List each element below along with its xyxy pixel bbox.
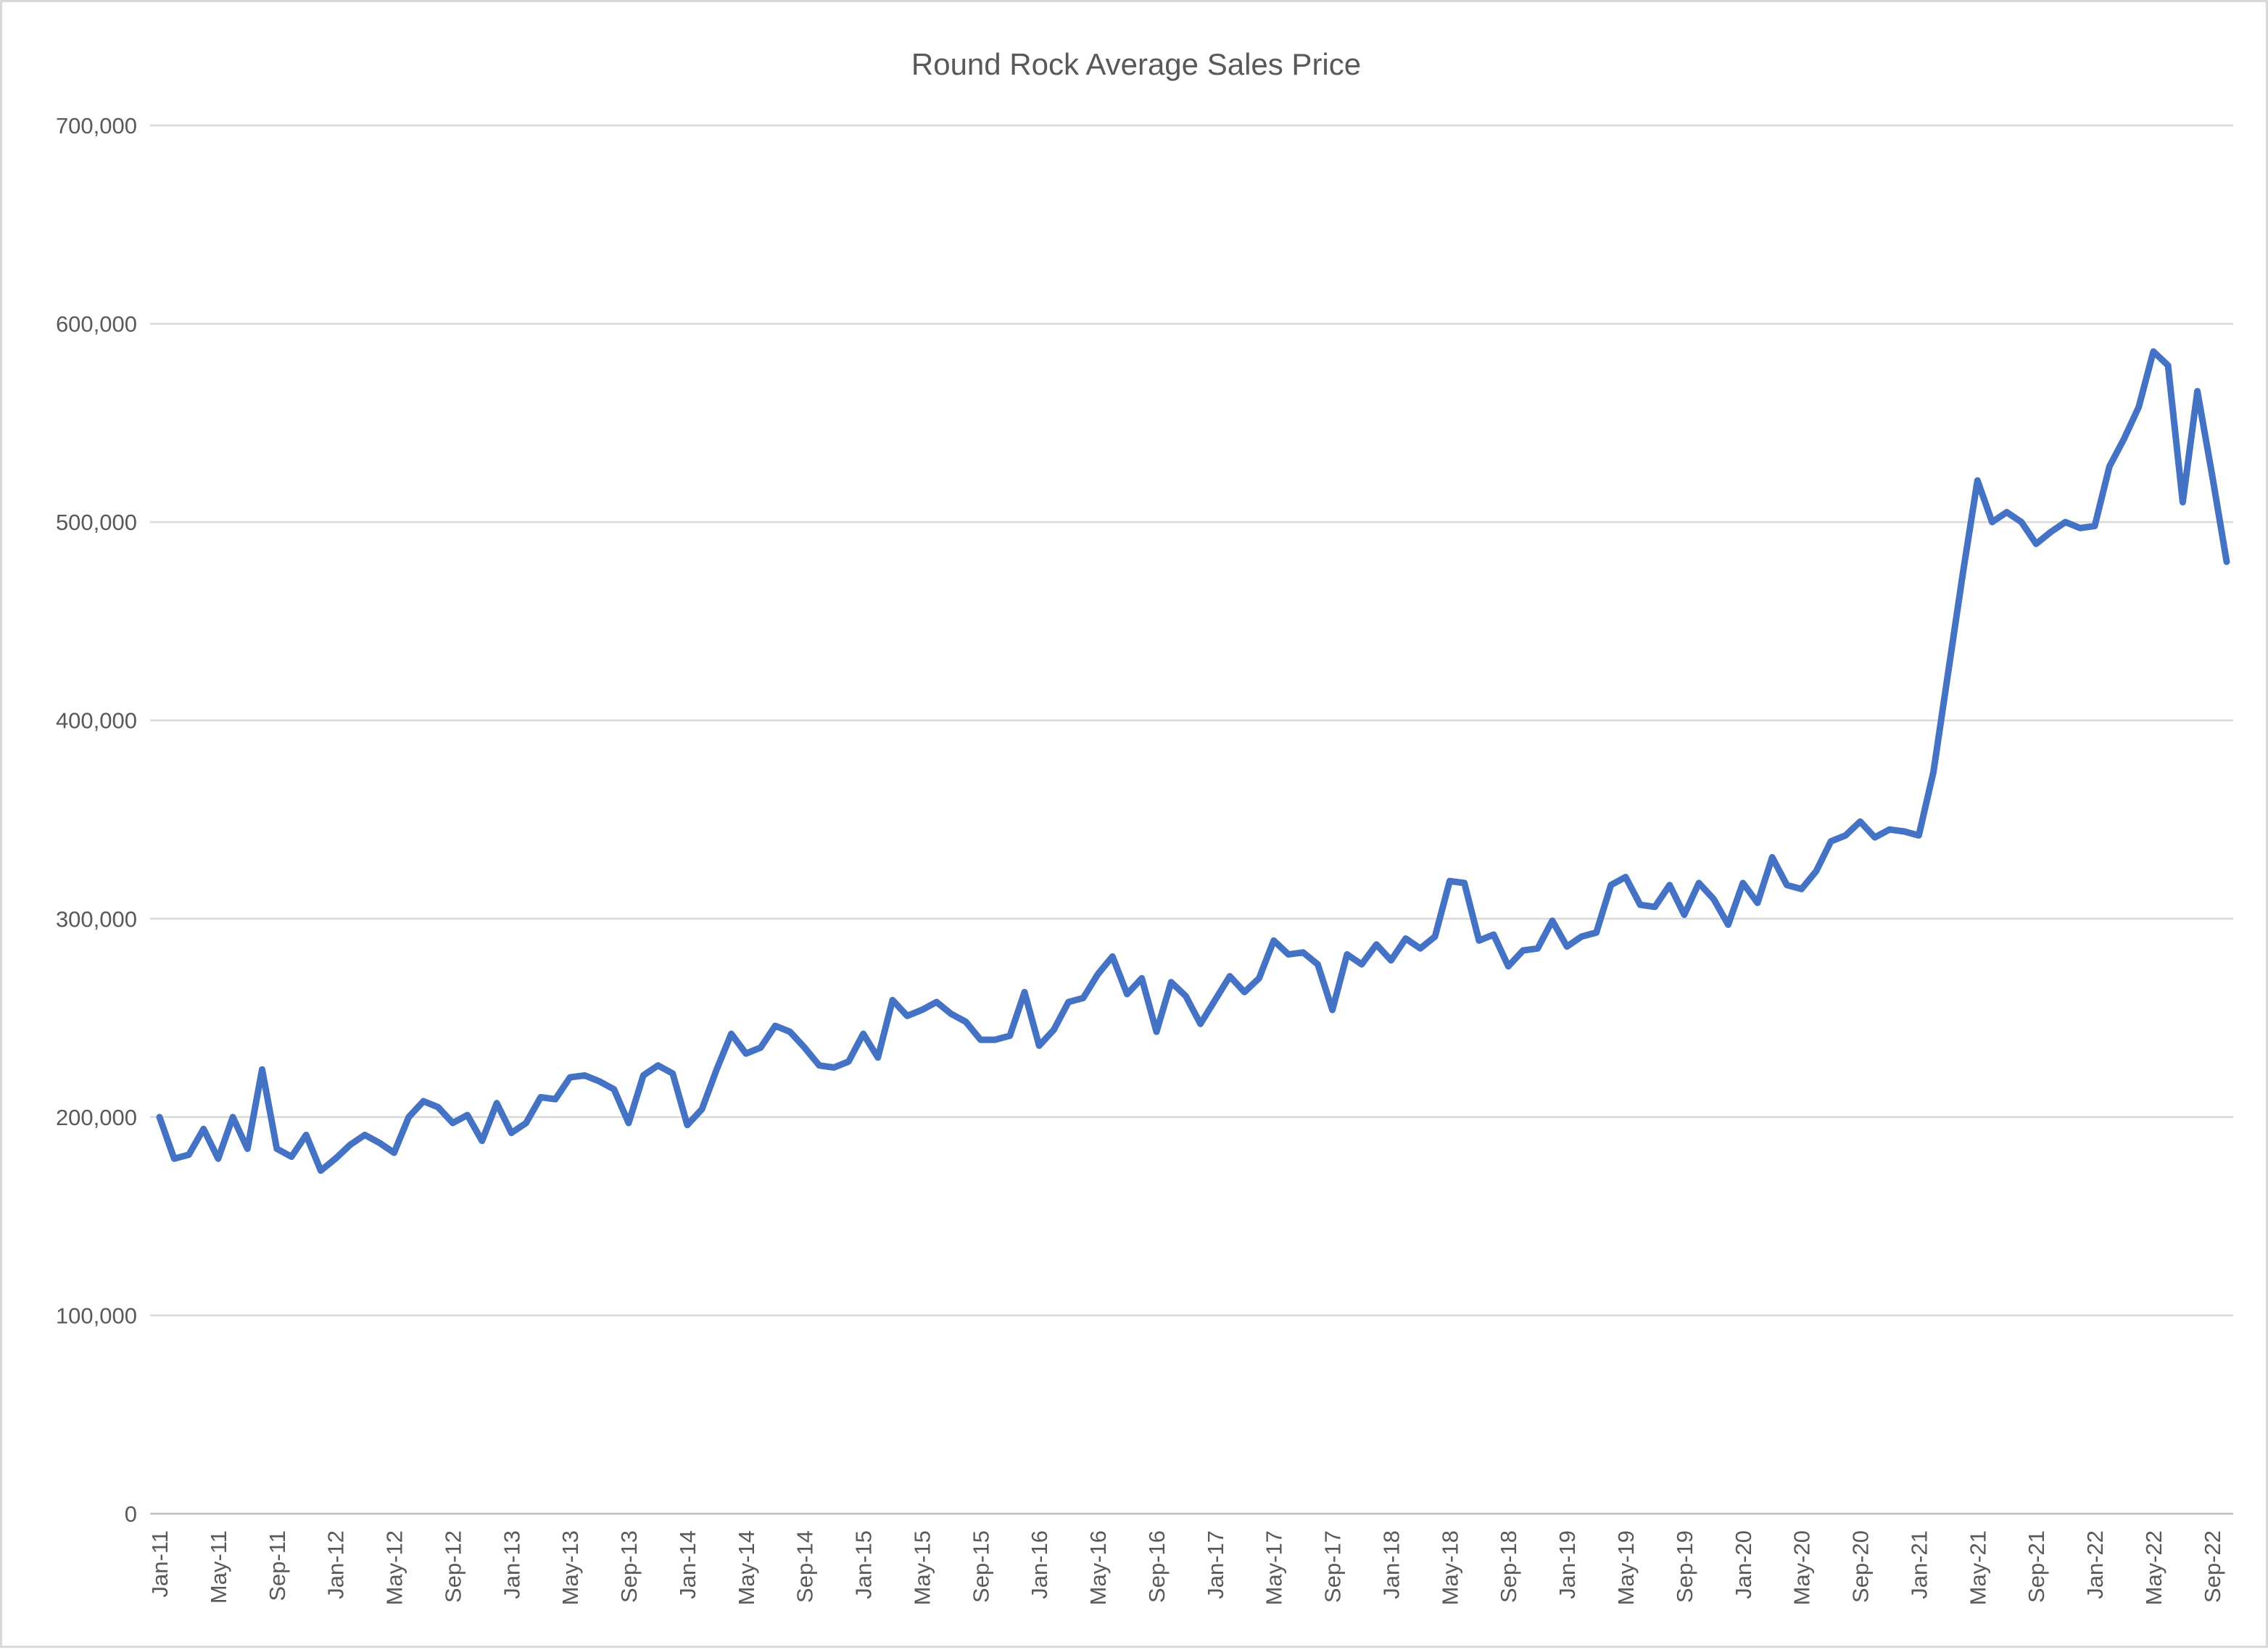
x-axis-label: Sep-12 [440,1530,465,1603]
x-axis-label: Sep-18 [1496,1530,1521,1603]
y-axis-label: 500,000 [56,510,137,535]
x-axis-label: May-15 [909,1530,935,1605]
x-axis-label: May-11 [206,1530,231,1604]
x-axis-label: Sep-20 [1848,1530,1874,1603]
x-axis-label: Jan-11 [147,1530,173,1598]
x-axis-label: Jan-17 [1203,1530,1228,1599]
x-axis-label: Jan-14 [675,1530,700,1599]
y-axis-label: 700,000 [56,113,137,138]
x-axis-label: Jan-21 [1906,1530,1932,1599]
y-axis-label: 400,000 [56,708,137,734]
x-axis-label: May-18 [1437,1530,1462,1605]
x-axis-label: Sep-22 [2200,1530,2225,1603]
x-axis-label: Sep-15 [968,1530,993,1603]
x-axis-label: Jan-19 [1555,1530,1580,1599]
x-axis-label: May-16 [1085,1530,1111,1605]
y-axis-label: 300,000 [56,906,137,932]
y-axis-label: 600,000 [56,312,137,337]
x-axis-label: Jan-15 [851,1530,877,1599]
x-axis-label: Jan-18 [1378,1530,1404,1599]
y-axis-label: 0 [125,1501,137,1527]
x-axis-label: May-14 [734,1530,759,1605]
y-axis-label: 200,000 [56,1105,137,1130]
y-axis-label: 100,000 [56,1303,137,1328]
x-axis-label: Jan-22 [2082,1530,2108,1599]
x-axis-label: May-17 [1262,1530,1287,1605]
x-axis-label: Jan-13 [499,1530,524,1599]
x-axis-label: Jan-20 [1731,1530,1756,1599]
x-axis-label: May-19 [1613,1530,1639,1605]
x-axis-label: May-22 [2141,1530,2166,1605]
x-axis-label: Sep-21 [2024,1530,2049,1603]
x-axis-label: Sep-19 [1672,1530,1697,1603]
x-axis-label: Jan-16 [1027,1530,1052,1599]
x-axis-label: Sep-11 [265,1530,290,1601]
x-axis-label: Jan-12 [323,1530,349,1599]
x-axis-label: Sep-14 [792,1530,818,1603]
x-axis-label: May-20 [1789,1530,1815,1605]
x-axis-label: May-12 [382,1530,407,1605]
sales-price-line [156,348,2230,1174]
x-axis-label: May-21 [1965,1530,1990,1605]
x-axis-label: Sep-16 [1144,1530,1170,1603]
chart-title: Round Rock Average Sales Price [911,47,1361,81]
x-axis-label: May-13 [558,1530,583,1605]
x-axis-label: Sep-13 [616,1530,642,1603]
x-axis-label: Sep-17 [1320,1530,1346,1603]
